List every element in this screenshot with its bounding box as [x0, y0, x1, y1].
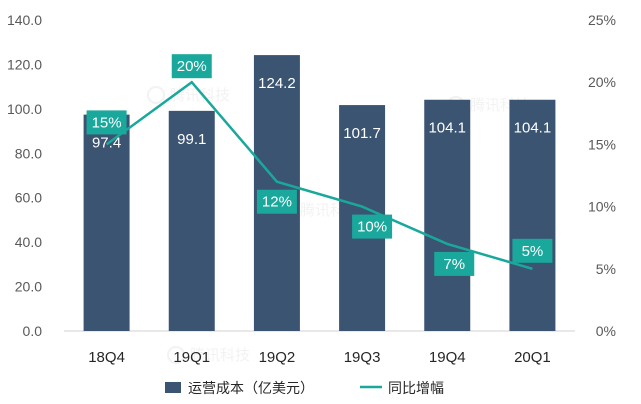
label-box — [352, 214, 393, 239]
line-value-label: 5% — [512, 238, 553, 263]
right-tick-label: 10% — [588, 199, 616, 215]
bar-value-label: 124.2 — [258, 75, 296, 92]
label-box — [171, 54, 212, 79]
left-tick-label: 120.0 — [7, 56, 42, 72]
legend-line-label: 同比增幅 — [388, 381, 444, 397]
left-tick-label: 20.0 — [15, 279, 42, 295]
category-label: 19Q1 — [173, 349, 210, 366]
left-tick-label: 80.0 — [15, 145, 42, 161]
category-label: 18Q4 — [88, 349, 125, 366]
left-y-axis: 0.0 20.0 40.0 60.0 80.0 100.0 120.0 140.0 — [7, 12, 42, 339]
line-value-label: 15% — [86, 110, 127, 135]
left-tick-label: 60.0 — [15, 190, 42, 206]
pct-label: 15% — [92, 114, 122, 131]
right-tick-label: 15% — [588, 136, 616, 152]
bar-value-label: 104.1 — [514, 120, 552, 137]
pct-label: 12% — [262, 194, 292, 211]
svg-text:腾讯科技: 腾讯科技 — [190, 346, 250, 364]
label-box — [86, 110, 127, 135]
bar-value-label: 104.1 — [428, 120, 466, 137]
x-axis-categories: 18Q4 19Q1 19Q2 19Q3 19Q4 20Q1 — [88, 349, 551, 366]
right-tick-label: 25% — [588, 12, 616, 28]
bar — [168, 110, 215, 331]
right-tick-label: 20% — [588, 74, 616, 90]
line-value-label: 12% — [256, 189, 297, 214]
bar-value-label: 101.7 — [343, 125, 381, 142]
bar — [83, 114, 130, 331]
right-tick-label: 0% — [596, 323, 616, 339]
bar — [509, 99, 556, 331]
bar — [424, 99, 471, 331]
growth-line — [105, 80, 533, 270]
left-tick-label: 0.0 — [23, 323, 43, 339]
category-label: 20Q1 — [514, 349, 551, 366]
line-value-label: 10% — [352, 214, 393, 239]
label-box — [256, 189, 297, 214]
watermark: 腾讯科技 — [147, 86, 230, 104]
pct-label: 7% — [443, 256, 465, 273]
legend: 运营成本（亿美元） 同比增幅 — [165, 381, 444, 397]
line-value-labels: 15% 20% 12% 10% 7% 5% — [86, 54, 553, 276]
category-label: 19Q4 — [429, 349, 466, 366]
line-value-label: 20% — [171, 54, 212, 79]
pct-label: 10% — [357, 219, 387, 236]
legend-bar-label: 运营成本（亿美元） — [188, 381, 314, 397]
line-value-label: 7% — [434, 251, 475, 276]
category-label: 19Q2 — [259, 349, 296, 366]
left-tick-label: 40.0 — [15, 234, 42, 250]
right-tick-label: 5% — [596, 261, 616, 277]
pct-label: 5% — [522, 243, 544, 260]
category-label: 19Q3 — [344, 349, 381, 366]
watermark: 腾讯科技 — [167, 346, 250, 364]
line-series — [105, 80, 533, 270]
left-tick-label: 100.0 — [7, 101, 42, 117]
bar-value-label: 99.1 — [177, 131, 206, 148]
label-box — [434, 251, 475, 276]
right-y-axis: 0% 5% 10% 15% 20% 25% — [588, 12, 616, 339]
legend-bar-swatch — [165, 382, 181, 393]
label-box — [512, 238, 553, 263]
pct-label: 20% — [177, 58, 207, 75]
svg-text:腾讯科技: 腾讯科技 — [170, 86, 230, 104]
left-tick-label: 140.0 — [7, 12, 42, 28]
